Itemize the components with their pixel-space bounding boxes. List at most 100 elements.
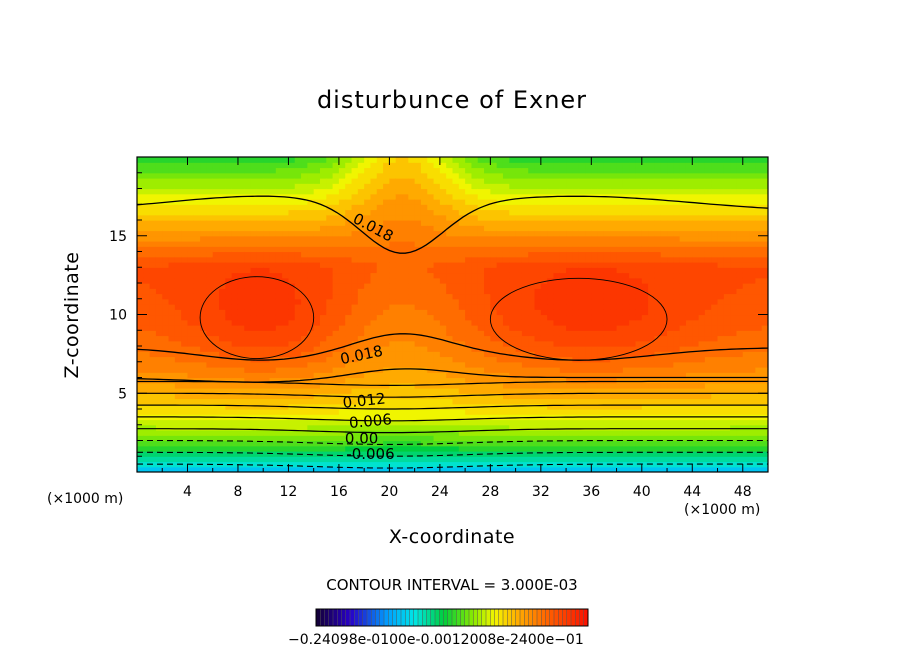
field-cell [591, 204, 599, 211]
field-cell [237, 435, 245, 442]
field-cell [364, 340, 372, 347]
field-cell [439, 372, 447, 379]
field-cell [629, 230, 637, 237]
field-cell [446, 314, 454, 321]
field-cell [490, 409, 498, 415]
field-cell [149, 440, 157, 447]
field-cell [143, 351, 151, 358]
field-cell [458, 277, 466, 284]
field-cell [408, 325, 416, 331]
field-cell [566, 225, 573, 232]
field-cell [414, 435, 422, 442]
field-cell [187, 314, 195, 321]
field-cell [370, 272, 378, 279]
field-cell [578, 298, 586, 305]
field-cell [338, 256, 346, 263]
field-cell [250, 298, 258, 305]
field-cell [206, 256, 214, 263]
field-cell [420, 461, 428, 468]
field-cell [326, 262, 334, 268]
field-cell [534, 445, 542, 452]
field-cell [143, 214, 151, 221]
field-cell [231, 199, 239, 205]
field-cell [553, 445, 561, 452]
field-cell [364, 220, 372, 226]
field-cell [389, 283, 397, 289]
field-cell [319, 235, 327, 242]
field-cell [521, 225, 529, 232]
field-cell [515, 367, 523, 373]
field-cell [559, 256, 567, 263]
field-cell [193, 451, 201, 457]
field-cell [629, 172, 637, 179]
field-cell [414, 256, 422, 263]
field-cell [521, 409, 529, 415]
field-cell [219, 251, 226, 258]
field-cell [420, 204, 428, 211]
field-cell [502, 267, 510, 274]
field-cell [439, 304, 447, 310]
field-cell [307, 430, 315, 436]
field-cell [370, 340, 378, 347]
field-cell [521, 398, 529, 405]
field-cell [155, 456, 163, 463]
field-cell [389, 351, 397, 358]
field-cell [585, 167, 592, 174]
field-cell [446, 162, 454, 169]
field-cell [572, 393, 580, 400]
field-cell [641, 398, 649, 405]
field-cell [307, 225, 315, 232]
field-cell [585, 293, 592, 300]
field-cell [521, 220, 529, 226]
field-cell [521, 183, 529, 190]
field-cell [137, 377, 144, 384]
field-cell [484, 440, 491, 447]
field-cell [648, 178, 656, 184]
field-cell [357, 241, 365, 247]
field-cell [345, 235, 353, 242]
field-cell [641, 204, 649, 211]
field-cell [553, 372, 561, 379]
field-cell [162, 340, 170, 347]
field-cell [345, 456, 353, 463]
field-cell [383, 214, 390, 221]
field-cell [162, 409, 170, 415]
field-cell [547, 409, 555, 415]
field-cell [484, 157, 491, 163]
field-cell [578, 188, 586, 195]
field-cell [282, 204, 290, 211]
field-cell [439, 403, 447, 410]
field-cell [610, 188, 618, 195]
field-cell [332, 288, 340, 295]
field-cell [616, 372, 624, 379]
field-cell [547, 230, 555, 237]
field-cell [149, 256, 157, 263]
field-cell [540, 277, 548, 284]
field-cell [250, 340, 258, 347]
field-cell [307, 298, 315, 305]
field-cell [187, 204, 195, 211]
field-cell [137, 382, 144, 389]
field-cell [256, 388, 264, 394]
field-cell [648, 230, 656, 237]
field-cell [566, 241, 573, 247]
field-cell [269, 382, 277, 389]
field-cell [225, 424, 233, 431]
field-cell [206, 403, 214, 410]
field-cell [187, 419, 195, 426]
field-cell [452, 325, 460, 331]
field-cell [237, 267, 245, 274]
field-cell [521, 283, 529, 289]
field-cell [326, 451, 334, 457]
field-cell [616, 424, 624, 431]
field-cell [174, 330, 182, 337]
field-cell [244, 424, 252, 431]
field-cell [212, 298, 220, 305]
field-cell [275, 351, 283, 358]
field-cell [332, 183, 340, 190]
field-cell [521, 461, 529, 468]
field-cell [263, 424, 271, 431]
field-cell [540, 304, 548, 310]
field-cell [162, 230, 170, 237]
field-cell [610, 372, 618, 379]
